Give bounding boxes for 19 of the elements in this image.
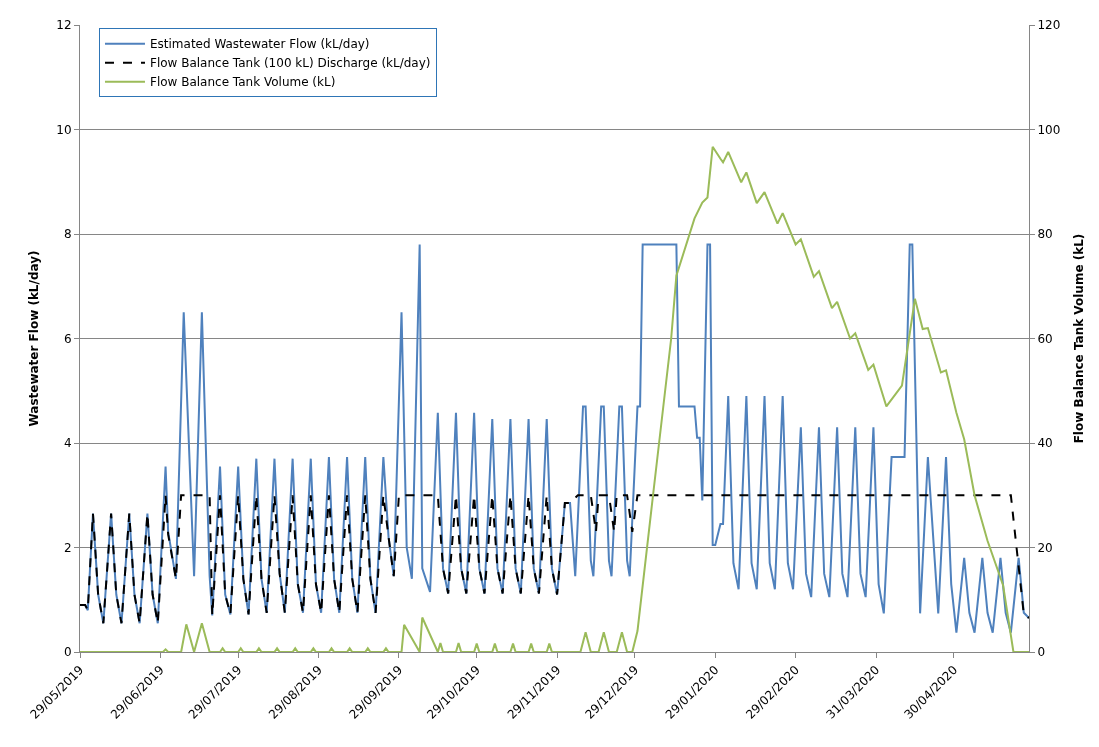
- y-tick-label: 2: [63, 540, 72, 555]
- y2-tick-label: 0: [1037, 645, 1046, 660]
- y2-tick-label: 100: [1037, 122, 1061, 137]
- y-tick-label: 12: [56, 18, 72, 33]
- legend-label: Flow Balance Tank Volume (kL): [149, 75, 336, 90]
- y-axis-title: Wastewater Flow (kL/day): [26, 250, 41, 427]
- y2-tick-label: 40: [1037, 436, 1053, 451]
- legend-label: Estimated Wastewater Flow (kL/day): [149, 37, 370, 52]
- y2-axis-title: Flow Balance Tank Volume (kL): [1072, 233, 1087, 444]
- y-tick-label: 10: [56, 122, 72, 137]
- y2-tick-label: 60: [1037, 331, 1053, 346]
- y-tick-label: 6: [63, 331, 72, 346]
- y2-tick-label: 20: [1037, 540, 1053, 555]
- y2-tick-label: 120: [1037, 18, 1061, 33]
- y-tick-label: 4: [63, 436, 72, 451]
- legend-label: Flow Balance Tank (100 kL) Discharge (kL/day): [149, 56, 431, 71]
- y-tick-label: 0: [63, 645, 72, 660]
- y-tick-label: 8: [63, 227, 72, 242]
- y2-tick-label: 80: [1037, 227, 1053, 242]
